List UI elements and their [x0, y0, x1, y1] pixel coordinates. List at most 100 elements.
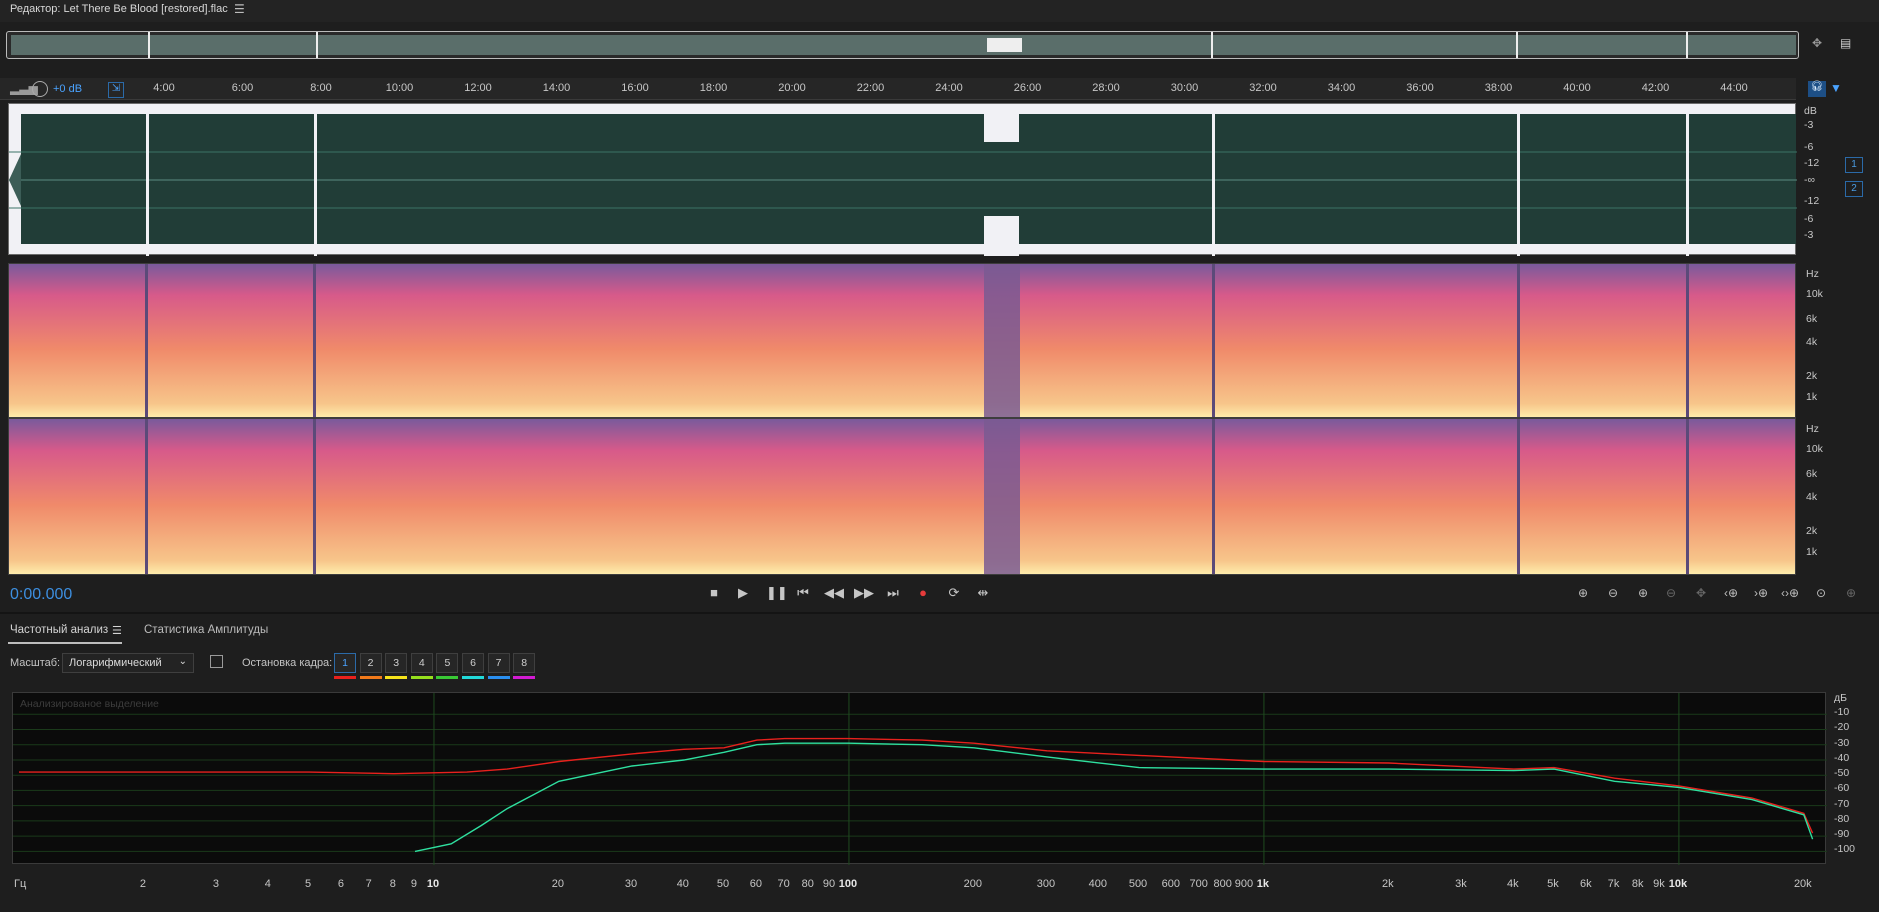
- freeze-frame-button-7[interactable]: 7: [487, 653, 510, 673]
- y-axis-tick-label: -50: [1834, 767, 1850, 780]
- freeze-frame-button-1[interactable]: 1: [334, 653, 356, 673]
- tab-frequency-analysis[interactable]: Частотный анализ: [10, 624, 109, 636]
- x-axis-tick-label: 300: [1036, 878, 1056, 890]
- spectrogram-channel-2[interactable]: [8, 418, 1796, 575]
- x-axis-tick-label: 3: [212, 878, 220, 890]
- freeze-frame-button-3[interactable]: 3: [385, 653, 408, 673]
- ruler-tick-label: 28:00: [1092, 82, 1120, 94]
- hz-scale-label: 4k: [1806, 336, 1818, 348]
- panel-separator: [0, 612, 1879, 614]
- record-icon[interactable]: ●: [919, 585, 927, 600]
- fast-forward-icon[interactable]: ▶▶: [854, 585, 874, 600]
- go-to-end-icon[interactable]: ⏭: [887, 585, 899, 600]
- waveform-quiet-top: [984, 104, 1019, 142]
- x-axis-tick-label: 500: [1128, 878, 1148, 890]
- zoom-in-left-icon[interactable]: ‹⊕: [1723, 586, 1739, 600]
- freeze-frame-button-8[interactable]: 8: [513, 653, 536, 673]
- channel-2-badge[interactable]: 2: [1845, 181, 1863, 197]
- zoom-out-amplitude-icon[interactable]: ⊖: [1607, 586, 1619, 600]
- headphones-icon[interactable]: 🎧︎: [1808, 81, 1826, 97]
- zoom-in-right-icon[interactable]: ›⊕: [1753, 586, 1769, 600]
- tab-menu-icon[interactable]: ☰: [112, 625, 122, 637]
- ruler-tick-label: 26:00: [1013, 82, 1042, 94]
- waveform-gap: [1517, 104, 1520, 256]
- ruler-tick-label: 20:00: [778, 82, 806, 94]
- zoom-disabled-icon[interactable]: ⊕: [1845, 586, 1857, 600]
- waveform-fade-in: [9, 154, 21, 206]
- x-axis-tick-label: 40: [676, 878, 689, 890]
- overview-waveform[interactable]: [6, 31, 1799, 59]
- db-scale-label: -12: [1804, 157, 1820, 169]
- spectrogram-fill: [9, 419, 1795, 574]
- gain-knob-icon[interactable]: [32, 81, 48, 97]
- zoom-full-icon[interactable]: ‹›⊕: [1780, 586, 1800, 600]
- time-ruler[interactable]: 4:00 6:00 8:00 10:00 12:00 14:00 16:00 18:00 20:…: [0, 78, 1796, 100]
- rewind-icon[interactable]: ◀◀: [824, 585, 844, 600]
- waveform-quiet-bottom: [984, 216, 1019, 256]
- freeze-frame-button-5[interactable]: 5: [436, 653, 459, 673]
- zoom-to-selection-icon[interactable]: ✥: [1812, 36, 1823, 50]
- freeze-frame-button-4[interactable]: 4: [410, 653, 433, 673]
- scale-label: Масштаб:: [10, 657, 61, 669]
- ruler-tick-label: 22:00: [856, 82, 885, 94]
- x-axis-tick-label: 80: [801, 878, 814, 890]
- ruler-tick-label: 30:00: [1170, 82, 1199, 94]
- x-axis-tick-label: 5k: [1547, 878, 1559, 890]
- zoom-selection-icon[interactable]: ✥: [1695, 586, 1707, 600]
- zoom-reset-icon[interactable]: ⊙: [1815, 586, 1827, 600]
- y-axis-tick-label: -30: [1834, 736, 1850, 749]
- waveform-panel[interactable]: [8, 103, 1797, 256]
- hz-scale-label: 1k: [1806, 391, 1818, 403]
- hz-unit-label: Hz: [1806, 268, 1819, 280]
- hamburger-menu-icon[interactable]: ☰: [234, 2, 245, 16]
- waveform-graphic: [9, 104, 1797, 256]
- ruler-tick-label: 42:00: [1641, 82, 1670, 94]
- ruler-tick-label: 6:00: [231, 82, 254, 94]
- tab-amplitude-statistics[interactable]: Статистика Амплитуды: [144, 624, 269, 636]
- play-icon[interactable]: ▶: [738, 585, 748, 600]
- gain-value[interactable]: +0 dB: [53, 83, 83, 95]
- ruler-tick-label: 8:00: [310, 82, 332, 94]
- skip-selection-icon[interactable]: ⇹: [977, 585, 989, 600]
- zoom-in-time-icon[interactable]: ⊕: [1637, 586, 1649, 600]
- freeze-frame-color-swatch: [334, 676, 356, 679]
- x-axis-tick-label: 100: [838, 878, 858, 890]
- timecode-display[interactable]: 0:00.000: [10, 586, 73, 603]
- zoom-in-amplitude-icon[interactable]: ⊕: [1577, 586, 1589, 600]
- x-axis-tick-label: 700: [1189, 878, 1208, 890]
- hz-scale-label: 6k: [1806, 313, 1818, 325]
- ruler-tick-label: 44:00: [1720, 82, 1748, 94]
- spectrogram-gap: [1517, 264, 1520, 417]
- marker-icon[interactable]: ▼: [1830, 81, 1842, 95]
- hz-unit-label: Hz: [1806, 423, 1819, 435]
- scale-select[interactable]: Логарифмический ⌄: [62, 653, 194, 673]
- spectrogram-gap: [1212, 264, 1215, 417]
- spectrogram-channel-1[interactable]: [8, 263, 1796, 418]
- freeze-frame-color-swatch: [385, 676, 408, 679]
- spectrogram-gap: [313, 264, 316, 417]
- analysis-caption: Анализированое выделение: [20, 698, 159, 710]
- selection-toggle-icon[interactable]: [210, 655, 223, 668]
- overview-quiet-section: [987, 38, 1022, 52]
- x-axis-tick-label: 3k: [1455, 878, 1467, 890]
- spectrogram-quiet: [984, 264, 1020, 417]
- channel-1-badge[interactable]: 1: [1845, 157, 1863, 173]
- x-axis-tick-label: 400: [1088, 878, 1107, 890]
- zoom-out-time-icon[interactable]: ⊖: [1665, 586, 1677, 600]
- frequency-graph-svg: [13, 693, 1827, 865]
- panel-layout-icon[interactable]: ▤: [1840, 36, 1852, 50]
- x-axis-tick-label: 10: [426, 878, 440, 890]
- frequency-analysis-graph[interactable]: [12, 692, 1827, 865]
- freeze-frame-button-2[interactable]: 2: [359, 653, 382, 673]
- hz-scale-label: 10k: [1806, 288, 1823, 300]
- pin-icon[interactable]: ⇲: [108, 82, 124, 98]
- pause-icon[interactable]: ❚❚: [766, 585, 788, 600]
- stop-icon[interactable]: ■: [710, 585, 718, 600]
- x-axis-tick-label: 800: [1213, 878, 1232, 890]
- go-to-start-icon[interactable]: ⏮: [797, 585, 809, 600]
- freeze-frame-button-6[interactable]: 6: [462, 653, 484, 673]
- chevron-down-icon: ⌄: [178, 656, 187, 667]
- x-axis-tick-label: 9k: [1653, 878, 1665, 890]
- loop-icon[interactable]: ⟳: [948, 585, 960, 600]
- waveform-body: [21, 114, 1796, 244]
